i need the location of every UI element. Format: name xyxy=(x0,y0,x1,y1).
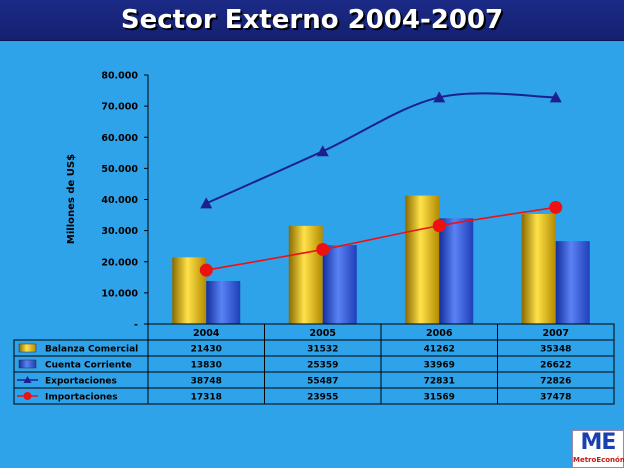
point xyxy=(432,219,446,233)
table-cell: 33969 xyxy=(424,361,455,371)
point xyxy=(549,200,563,214)
y-tick-label: 40.000 xyxy=(101,195,138,206)
table-cell: 41262 xyxy=(424,345,455,355)
y-tick-label: 60.000 xyxy=(101,133,138,144)
x-tick-label: 2006 xyxy=(426,328,453,339)
point xyxy=(433,91,446,103)
table-cell: 17318 xyxy=(191,393,222,403)
bar xyxy=(521,213,556,324)
legend-label: Balanza Comercial xyxy=(45,345,138,355)
table-cell: 31569 xyxy=(424,393,455,403)
bar xyxy=(288,225,323,324)
legend-key xyxy=(18,343,37,353)
y-tick-label: 50.000 xyxy=(101,164,138,175)
table-cell: 72831 xyxy=(424,377,455,387)
point xyxy=(316,145,329,157)
table-cell: 13830 xyxy=(191,361,222,371)
table-cell: 25359 xyxy=(307,361,338,371)
table-cell: 37478 xyxy=(540,393,571,403)
legend-label: Cuenta Corriente xyxy=(45,361,132,371)
table-cell: 26622 xyxy=(540,361,571,371)
series-line xyxy=(206,206,556,271)
table-cell: 21430 xyxy=(191,345,222,355)
y-tick-label: 70.000 xyxy=(101,102,138,113)
chart-title: Sector Externo 2004-2007 xyxy=(120,5,504,35)
title-bar xyxy=(0,0,624,41)
bar xyxy=(206,280,241,324)
point xyxy=(199,263,213,277)
x-tick-label: 2004 xyxy=(193,328,220,339)
y-tick-label: 20.000 xyxy=(101,257,138,268)
legend-key xyxy=(18,359,37,369)
legend-label: Exportaciones xyxy=(45,377,117,387)
table-cell: 55487 xyxy=(307,377,338,387)
bar xyxy=(322,245,357,324)
y-tick-label: 30.000 xyxy=(101,226,138,237)
bar xyxy=(439,218,474,324)
table-cell: 38748 xyxy=(191,377,222,387)
table-cell: 72826 xyxy=(540,377,571,387)
logo-mark: ME xyxy=(580,430,617,455)
x-tick-label: 2005 xyxy=(310,328,336,339)
y-tick-label: - xyxy=(134,320,138,331)
y-tick-label: 80.000 xyxy=(101,71,138,82)
table-cell: 23955 xyxy=(307,393,338,403)
x-tick-label: 2007 xyxy=(543,328,569,339)
logo-text: MetroEconómica xyxy=(573,456,624,464)
metroeconomica-logo: ME MetroEconómica xyxy=(572,430,624,468)
point xyxy=(316,242,330,256)
point xyxy=(549,91,562,103)
series-line xyxy=(205,92,556,205)
y-tick-label: 10.000 xyxy=(101,288,138,299)
legend-marker xyxy=(23,376,32,383)
legend-label: Importaciones xyxy=(45,393,118,403)
bar xyxy=(555,241,590,324)
bar xyxy=(405,195,440,324)
y-axis-label: Millones de US$ xyxy=(66,154,77,244)
legend-marker xyxy=(23,392,32,400)
table-cell: 31532 xyxy=(307,345,338,355)
point xyxy=(200,197,213,209)
table-cell: 35348 xyxy=(540,345,571,355)
